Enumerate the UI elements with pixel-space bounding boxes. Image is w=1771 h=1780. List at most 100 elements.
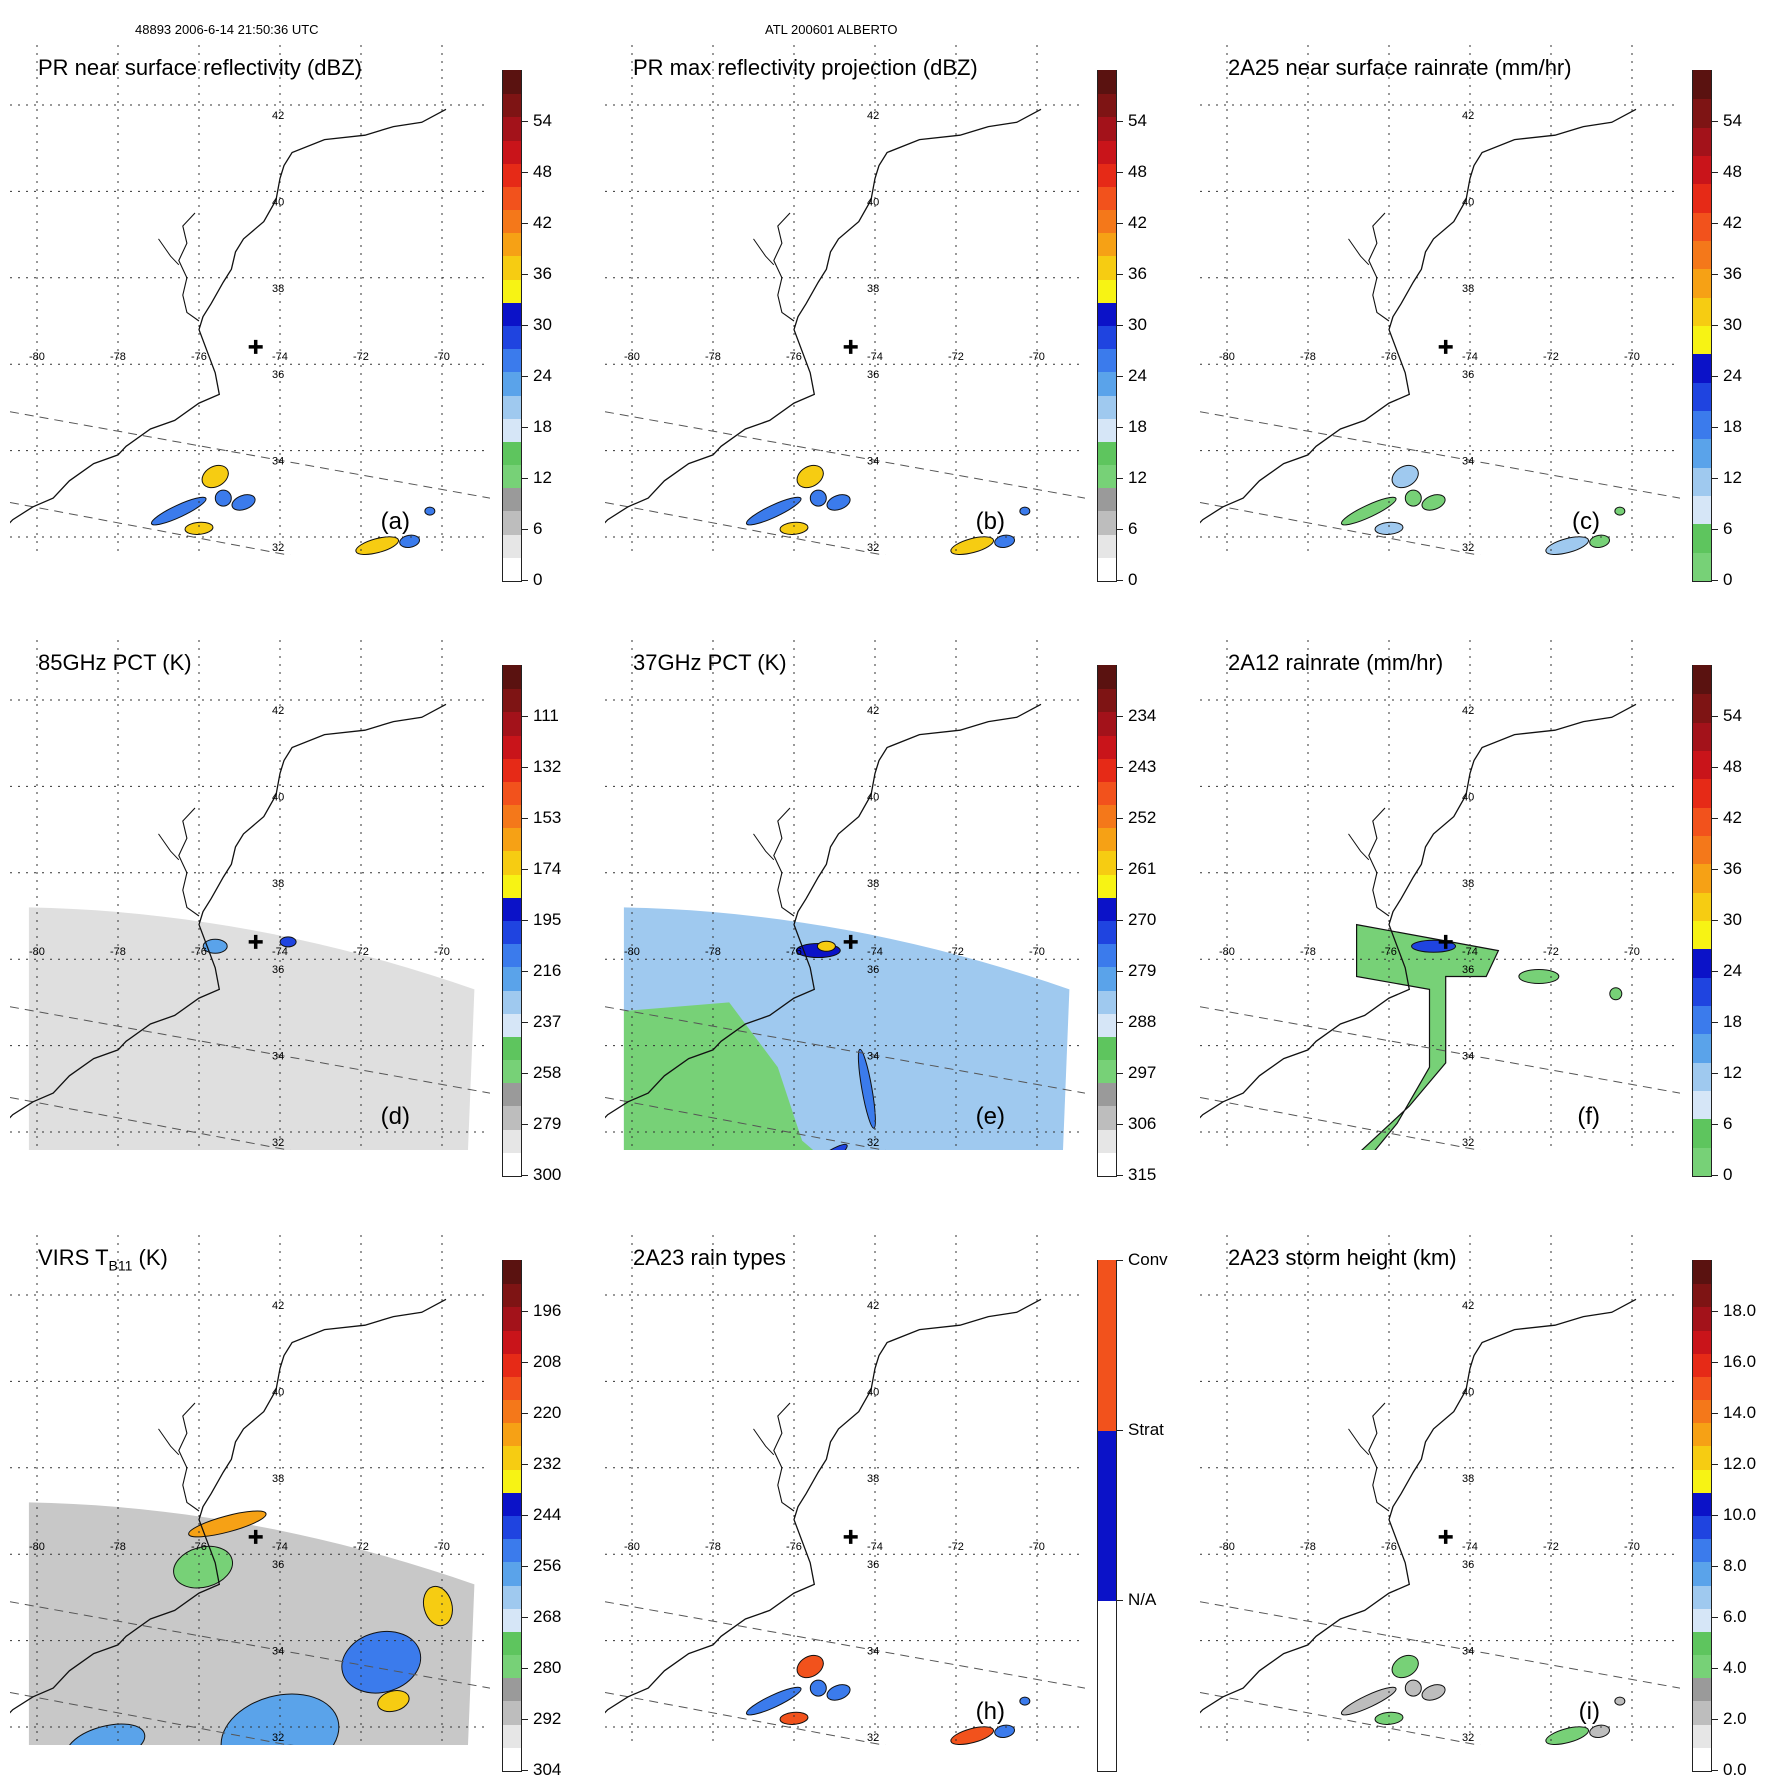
- panel-label: (e): [976, 1103, 1005, 1131]
- latitude-label: 40: [272, 1386, 284, 1398]
- colorbar-tick-mark: [522, 1362, 528, 1363]
- longitude-label: -76: [786, 351, 802, 363]
- panel-title-text: PR max reflectivity projection (dBZ): [633, 55, 978, 80]
- colorbar-segment: [1098, 372, 1116, 396]
- pr-swath-edge: [605, 502, 1085, 555]
- latitude-label: 32: [1462, 1732, 1474, 1744]
- colorbar-tick-mark: [1712, 121, 1718, 122]
- longitude-label: -80: [29, 946, 45, 958]
- colorbar-segment: [503, 1129, 521, 1153]
- colorbar-tick-label: 42: [1128, 213, 1147, 233]
- colorbar-segment: [503, 967, 521, 991]
- latitude-label: 36: [1462, 369, 1474, 381]
- colorbar-segment: [1098, 874, 1116, 898]
- colorbar-tick-mark: [522, 1464, 528, 1465]
- colorbar-segment: [1693, 864, 1711, 893]
- colorbar-segment: [1098, 163, 1116, 187]
- colorbar-segment: [503, 1515, 521, 1539]
- rain-echo: [1388, 461, 1422, 492]
- colorbar-segment: [1693, 184, 1711, 213]
- panel-label: (d): [381, 1103, 410, 1131]
- latitude-label: 34: [272, 1051, 284, 1063]
- longitude-label: -78: [705, 351, 721, 363]
- colorbar-segment: [503, 851, 521, 875]
- colorbar-segment: [1693, 1469, 1711, 1493]
- colorbar-tick-label: 30: [1723, 910, 1742, 930]
- colorbar-tick-label: 0: [1723, 1165, 1732, 1185]
- colorbar: [502, 665, 522, 1177]
- longitude-label: -76: [1381, 351, 1397, 363]
- colorbar-segment: [1693, 1701, 1711, 1725]
- chesapeake-bay-shore: [1369, 1403, 1389, 1511]
- colorbar-segment: [503, 1376, 521, 1400]
- colorbar-segment: [1098, 1152, 1116, 1176]
- panel-label: (c): [1572, 508, 1600, 536]
- longitude-label: -74: [1462, 946, 1478, 958]
- panel-title-text: 85GHz PCT (K): [38, 650, 192, 675]
- colorbar-segment: [503, 735, 521, 759]
- colorbar-tick-mark: [522, 223, 528, 224]
- pr-swath-edge: [1200, 1692, 1680, 1745]
- colorbar: [1692, 665, 1712, 1177]
- panel-title: 2A23 rain types: [633, 1245, 786, 1271]
- colorbar-tick-label: 243: [1128, 757, 1156, 777]
- colorbar-tick-mark: [522, 1124, 528, 1125]
- pr-swath-edge: [1200, 502, 1680, 555]
- coastline: [605, 109, 1041, 532]
- colorbar-segment: [503, 874, 521, 898]
- colorbar-segment: [1098, 990, 1116, 1014]
- colorbar-segment: [503, 210, 521, 234]
- pr-swath-edge: [1200, 1097, 1680, 1150]
- colorbar-segment: [1098, 140, 1116, 164]
- panel-i: 2A23 storm height (km)-80-78-76-74-72-70…: [1190, 1220, 1680, 1740]
- rain-echo: [198, 461, 232, 492]
- colorbar-segment: [503, 349, 521, 373]
- latitude-label: 42: [272, 110, 284, 122]
- colorbar-tick-mark: [1117, 529, 1123, 530]
- colorbar-segment: [503, 990, 521, 1014]
- colorbar-tick-label: 252: [1128, 808, 1156, 828]
- colorbar-tick-mark: [522, 1175, 528, 1176]
- latitude-label: 36: [867, 964, 879, 976]
- colorbar-segment: [1098, 94, 1116, 118]
- colorbar-segment: [1693, 1724, 1711, 1748]
- chesapeake-bay-shore: [179, 1403, 199, 1511]
- colorbar-tick-mark: [522, 121, 528, 122]
- colorbar-segment: [1693, 1330, 1711, 1354]
- colorbar-segment: [1098, 712, 1116, 736]
- longitude-label: -78: [705, 1541, 721, 1553]
- colorbar-tick-label: 48: [1128, 162, 1147, 182]
- colorbar-segment: [1693, 1608, 1711, 1632]
- rain-echo: [230, 492, 257, 513]
- colorbar-tick-mark: [1712, 172, 1718, 173]
- longitude-label: -78: [110, 351, 126, 363]
- pr-swath-edge: [1200, 412, 1680, 498]
- colorbar-segment: [1098, 279, 1116, 303]
- panel-label: (i): [1579, 1698, 1600, 1726]
- colorbar-segment: [1098, 1430, 1116, 1601]
- colorbar-segment: [1693, 495, 1711, 524]
- colorbar-tick-label: 237: [533, 1012, 561, 1032]
- latitude-label: 40: [867, 1386, 879, 1398]
- colorbar-tick-mark: [522, 172, 528, 173]
- rain-echo: [1615, 1697, 1625, 1705]
- longitude-label: -74: [1462, 351, 1478, 363]
- latitude-label: 42: [1462, 705, 1474, 717]
- latitude-label: 38: [272, 1473, 284, 1485]
- colorbar-tick-label: 315: [1128, 1165, 1156, 1185]
- colorbar-segment: [503, 511, 521, 535]
- longitude-label: -78: [705, 946, 721, 958]
- colorbar-segment: [1693, 325, 1711, 354]
- chesapeake-bay-shore: [179, 213, 199, 321]
- river-line: [159, 1429, 179, 1455]
- colorbar-segment: [1693, 1284, 1711, 1308]
- colorbar-tick-label: 12: [1723, 1063, 1742, 1083]
- colorbar-segment: [503, 758, 521, 782]
- latitude-label: 32: [867, 1732, 879, 1744]
- colorbar-segment: [1098, 418, 1116, 442]
- colorbar-tick-mark: [1712, 1464, 1718, 1465]
- longitude-label: -76: [191, 351, 207, 363]
